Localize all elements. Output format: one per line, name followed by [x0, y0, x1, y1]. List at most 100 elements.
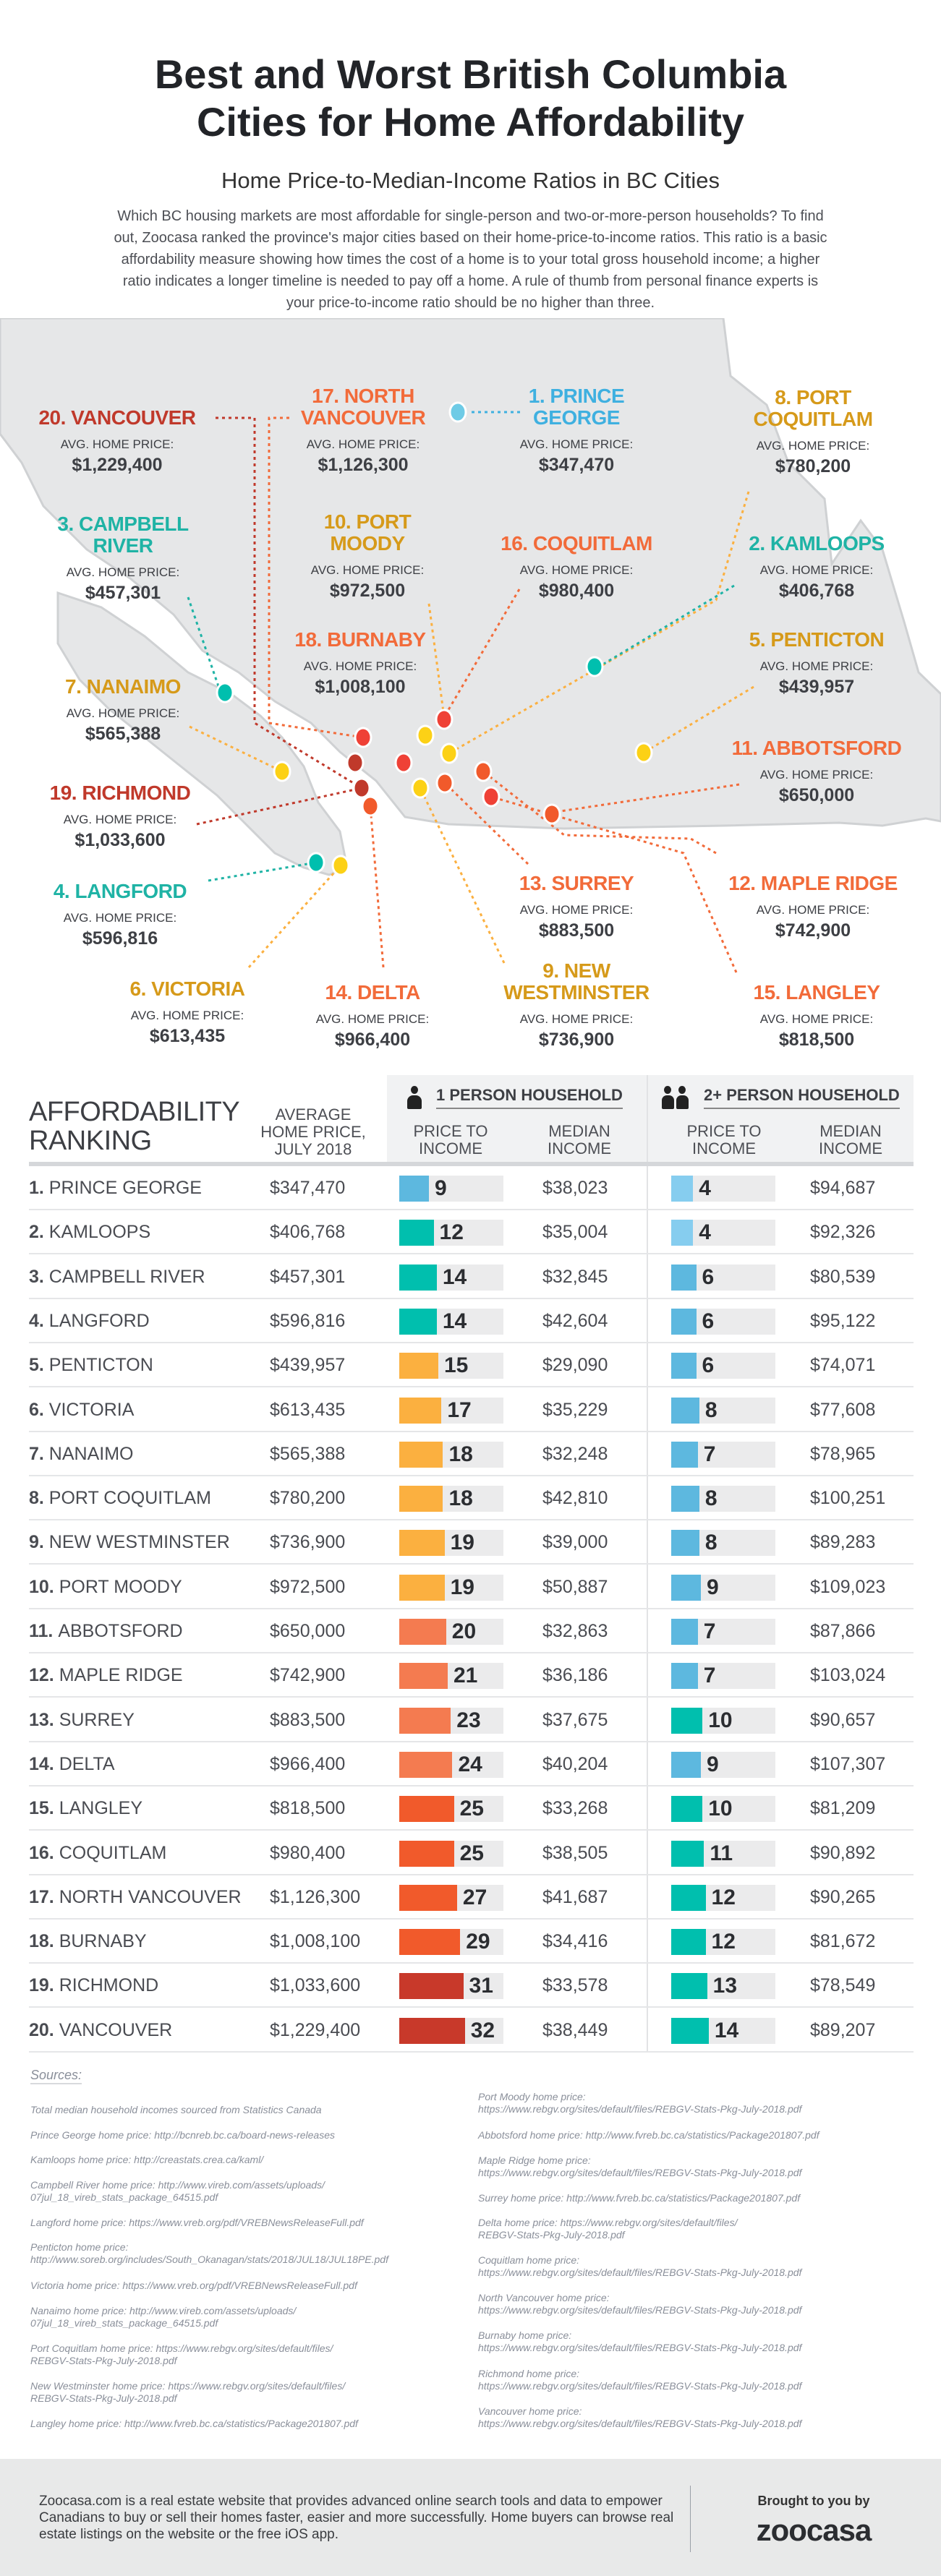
source-line: Campbell River home price: http://www.vi… [30, 2179, 325, 2191]
rank-number: 17. [29, 1886, 59, 1907]
city-label: 17. NORTH VANCOUVER AVG. HOME PRICE: $1,126… [301, 385, 426, 476]
header-line: PRICE TO [686, 1122, 762, 1140]
avg-price-value: $1,126,300 [318, 455, 409, 475]
source-line: REBGV-Stats-Pkg-July-2018.pdf [30, 2392, 177, 2404]
p2-ratio-bar: 14 [671, 2017, 775, 2044]
bar-value: 25 [459, 1841, 484, 1865]
price-cell: $596,816 [270, 1310, 346, 1331]
city-label: 15. LANGLEY AVG. HOME PRICE: $818,500 [754, 982, 880, 1050]
city-cell: 2. KAMLOOPS [29, 1210, 150, 1254]
p1-ratio-bar: 20 [399, 1619, 503, 1645]
p1-ratio-bar: 18 [399, 1441, 503, 1468]
bar-fill [671, 1574, 702, 1601]
p1-median-income: $33,578 [542, 1975, 608, 1996]
city-label: 14. DELTA AVG. HOME PRICE: $966,400 [316, 982, 430, 1050]
source-line: Penticton home price: [30, 2241, 129, 2253]
city-name: GEORGE [533, 406, 620, 429]
rank-number: 5. [29, 1355, 49, 1376]
bar-fill [399, 1840, 454, 1867]
avg-price-label: AVG. HOME PRICE: [303, 659, 417, 673]
marker-abbotsford [542, 803, 561, 825]
p2-median-income: $87,866 [810, 1621, 876, 1641]
rank-number: 4. [29, 1310, 49, 1331]
source-line: https://www.rebgv.org/sites/default/file… [478, 2103, 802, 2115]
bar-value: 6 [702, 1309, 715, 1333]
source-item: Victoria home price: https://www.vreb.or… [30, 2280, 464, 2292]
table-row: 13. SURREY $883,500 23 10 $37,675 $90,657 [29, 1698, 914, 1742]
price-cell: $966,400 [270, 1753, 346, 1774]
source-item: Port Moody home price: https://www.rebgv.… [478, 2091, 912, 2115]
p1-ratio-bar: 23 [399, 1707, 503, 1734]
source-line: https://www.rebgv.org/sites/default/file… [478, 2167, 802, 2178]
avg-price-value: $1,033,600 [74, 830, 166, 850]
price-cell: $347,470 [270, 1178, 346, 1198]
p2-median-income: $81,672 [810, 1931, 876, 1952]
bar-fill [399, 1530, 445, 1557]
table-row: 18. BURNABY $1,008,100 29 12 $34,416 $81,672 [29, 1920, 914, 1964]
page-subtitle: Home Price-to-Median-Income Ratios in BC… [221, 168, 720, 193]
title-line-1: Best and Worst British Columbia [154, 51, 787, 97]
p1-median-income: $32,248 [542, 1443, 608, 1464]
rank-number: 2. [29, 1222, 49, 1243]
bar-fill [671, 1663, 698, 1690]
bar-value: 8 [704, 1486, 718, 1511]
p2-ratio-bar: 11 [671, 1840, 775, 1867]
city-name: ABBOTSFORD [58, 1621, 183, 1641]
p1-ratio-bar: 25 [399, 1796, 503, 1823]
avg-price-value: $742,900 [775, 920, 851, 941]
p1-ratio-bar: 21 [399, 1663, 503, 1690]
avg-price-label: AVG. HOME PRICE: [519, 903, 634, 917]
p1-median-income: $50,887 [542, 1576, 608, 1597]
bar-fill [671, 1707, 703, 1734]
city-name: DELTA [59, 1753, 115, 1774]
marker-prince-george [448, 401, 467, 423]
city-label: 5. PENTICTON AVG. HOME PRICE: $439,957 [749, 629, 885, 698]
source-item: Coquitlam home price: https://www.rebgv.o… [478, 2254, 912, 2279]
bar-fill [399, 1884, 457, 1911]
source-line: Richmond home price: [478, 2368, 580, 2379]
bar-value: 14 [442, 1265, 467, 1289]
bar-fill [399, 1397, 442, 1424]
source-line: https://www.rebgv.org/sites/default/file… [478, 2342, 802, 2353]
p2-median-income: $107,307 [810, 1753, 886, 1774]
one-person-header-bg [387, 1075, 647, 1165]
p1-median-income: $38,449 [542, 2019, 608, 2040]
source-item: Richmond home price: https://www.rebgv.or… [478, 2368, 912, 2392]
bar-fill [399, 1176, 430, 1202]
bar-fill [671, 1840, 704, 1867]
city-name: NANAIMO [48, 1443, 134, 1464]
avg-price-value: $650,000 [778, 785, 855, 805]
p2-median-income: $78,965 [810, 1443, 876, 1464]
city-name: 12. MAPLE RIDGE [728, 872, 898, 894]
p2-median-income: $100,251 [810, 1488, 886, 1509]
rank-number: 14. [29, 1753, 59, 1774]
bar-fill [671, 1929, 706, 1956]
source-item: Abbotsford home price: http://www.fvreb.… [478, 2129, 912, 2141]
city-cell: 11. ABBOTSFORD [29, 1609, 183, 1653]
p1-median-income: $35,229 [542, 1399, 608, 1420]
avg-price-value: $818,500 [778, 1030, 855, 1050]
p2-ratio-bar: 9 [671, 1574, 775, 1601]
city-cell: 8. PORT COQUITLAM [29, 1476, 211, 1520]
city-name: WESTMINSTER [503, 981, 650, 1004]
source-line: https://www.rebgv.org/sites/default/file… [478, 2418, 802, 2429]
column-divider [647, 1075, 648, 2051]
p2-median-income: $81,209 [810, 1798, 876, 1819]
city-cell: 10. PORT MOODY [29, 1565, 182, 1609]
p2-ratio-bar: 7 [671, 1441, 775, 1468]
p2-median-income: $103,024 [810, 1665, 886, 1686]
avg-price-label: AVG. HOME PRICE: [130, 1009, 244, 1022]
bar-fill [671, 1220, 694, 1246]
p1-median-income: $32,845 [542, 1266, 608, 1287]
city-label: 3. CAMPBELL RIVER AVG. HOME PRICE: $457,301 [57, 513, 189, 604]
city-name: LANGFORD [48, 1310, 150, 1331]
bar-value: 24 [458, 1752, 482, 1776]
p1-ratio-bar: 19 [399, 1574, 503, 1601]
p2-ratio-bar: 7 [671, 1619, 775, 1645]
avg-price-value: $406,768 [778, 581, 855, 601]
city-name: RIVER [93, 534, 153, 557]
avg-price-label: AVG. HOME PRICE: [63, 911, 177, 925]
source-line: Victoria home price: https://www.vreb.or… [30, 2280, 357, 2291]
source-line: Port Moody home price: [478, 2091, 586, 2102]
p1-ratio-bar: 9 [399, 1176, 503, 1202]
